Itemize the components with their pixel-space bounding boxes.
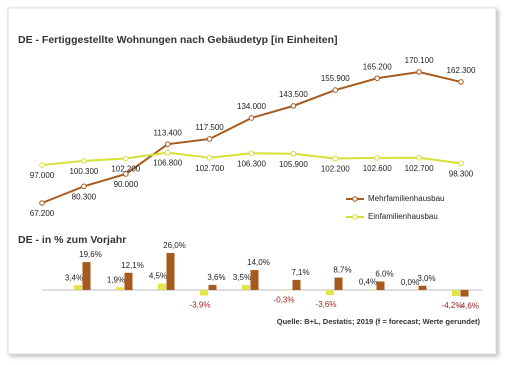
data-label: 1,9% — [107, 275, 125, 284]
bar — [158, 283, 166, 290]
data-label: 3,0% — [417, 274, 435, 283]
data-label: 0,0% — [401, 278, 419, 287]
data-label: 102.200 — [321, 165, 350, 174]
bar — [326, 290, 334, 296]
data-label: 162.300 — [447, 66, 476, 75]
bar — [460, 290, 469, 297]
bar — [376, 281, 385, 290]
data-label: -4,6% — [458, 302, 479, 311]
data-label: 170.100 — [405, 56, 434, 65]
point-marker — [206, 155, 213, 161]
point-marker — [290, 103, 297, 109]
legend-marker — [352, 196, 358, 202]
point-marker — [39, 162, 45, 168]
data-label: 19,6% — [79, 250, 102, 259]
data-label: 98.300 — [449, 170, 474, 179]
point-marker — [374, 75, 381, 82]
point-marker — [458, 160, 464, 167]
data-label: 100.300 — [69, 167, 98, 176]
data-label: 105.900 — [279, 160, 308, 169]
point-marker — [332, 155, 339, 162]
point-marker — [164, 149, 171, 156]
point-marker — [458, 79, 464, 85]
point-marker — [206, 136, 213, 142]
bar — [452, 290, 460, 296]
legend-marker — [352, 214, 358, 220]
data-label: 165.200 — [363, 62, 392, 71]
point-marker — [332, 87, 339, 93]
data-label: -3,9% — [190, 301, 211, 310]
chart-title: DE - in % zum Vorjahr — [18, 234, 126, 246]
data-label: 6,0% — [375, 270, 393, 279]
data-label: 67.200 — [30, 209, 55, 218]
point-marker — [164, 141, 171, 147]
data-label: 7,1% — [291, 268, 309, 277]
data-label: 0,4% — [359, 278, 377, 287]
bar — [418, 285, 427, 290]
point-marker — [416, 69, 422, 75]
point-marker — [290, 150, 297, 157]
data-label: 97.000 — [30, 171, 55, 180]
point-marker — [416, 155, 422, 161]
bar — [292, 279, 301, 290]
bar — [334, 277, 343, 290]
bar — [242, 285, 250, 290]
data-label: 102.700 — [195, 164, 224, 173]
point-marker — [81, 158, 87, 164]
bar — [166, 253, 175, 290]
data-label: 4,5% — [149, 272, 167, 281]
bar — [208, 284, 217, 290]
data-label: 26,0% — [163, 241, 186, 250]
bar — [124, 272, 133, 290]
data-label: 3,4% — [65, 273, 83, 282]
legend-label: Einfamilienhausbau — [368, 212, 438, 221]
data-label: 12,1% — [121, 261, 144, 270]
point-marker — [248, 115, 255, 121]
bar — [250, 270, 259, 290]
legend-label: Mehrfamilienhausbau — [368, 194, 445, 203]
bar — [368, 289, 376, 290]
data-label: 8,7% — [333, 266, 351, 275]
bar — [82, 262, 91, 290]
data-label: -4,2% — [442, 301, 463, 310]
data-label: 102.200 — [111, 165, 140, 174]
data-label: 106.800 — [153, 159, 182, 168]
point-marker — [374, 155, 381, 161]
data-label: 90.000 — [114, 180, 139, 189]
bar — [200, 290, 208, 296]
source-note: Quelle: B+L, Destatis; 2019 (f = forecas… — [277, 317, 481, 326]
bar — [74, 285, 82, 290]
point-marker — [81, 183, 87, 190]
point-marker — [123, 155, 129, 162]
data-label: 80.300 — [72, 192, 97, 201]
frame — [7, 7, 497, 355]
data-label: 106.300 — [237, 159, 266, 168]
data-label: 134.000 — [237, 102, 266, 111]
data-label: -3,6% — [316, 300, 337, 309]
data-label: 14,0% — [247, 258, 270, 267]
data-label: 3,6% — [207, 273, 225, 282]
data-label: 102.600 — [363, 164, 392, 173]
data-label: 3,5% — [233, 273, 251, 282]
point-marker — [39, 200, 45, 206]
point-marker — [248, 150, 255, 157]
bar — [116, 287, 124, 290]
data-label: 117.500 — [195, 123, 224, 132]
data-label: 113.400 — [154, 128, 183, 137]
data-label: 102.700 — [405, 164, 434, 173]
data-label: 143.500 — [279, 90, 308, 99]
data-label: -0,3% — [274, 296, 295, 305]
data-label: 155.900 — [321, 74, 350, 83]
chart-title: DE - Fertiggestellte Wohnungen nach Gebä… — [18, 34, 338, 46]
point-marker — [123, 171, 129, 177]
